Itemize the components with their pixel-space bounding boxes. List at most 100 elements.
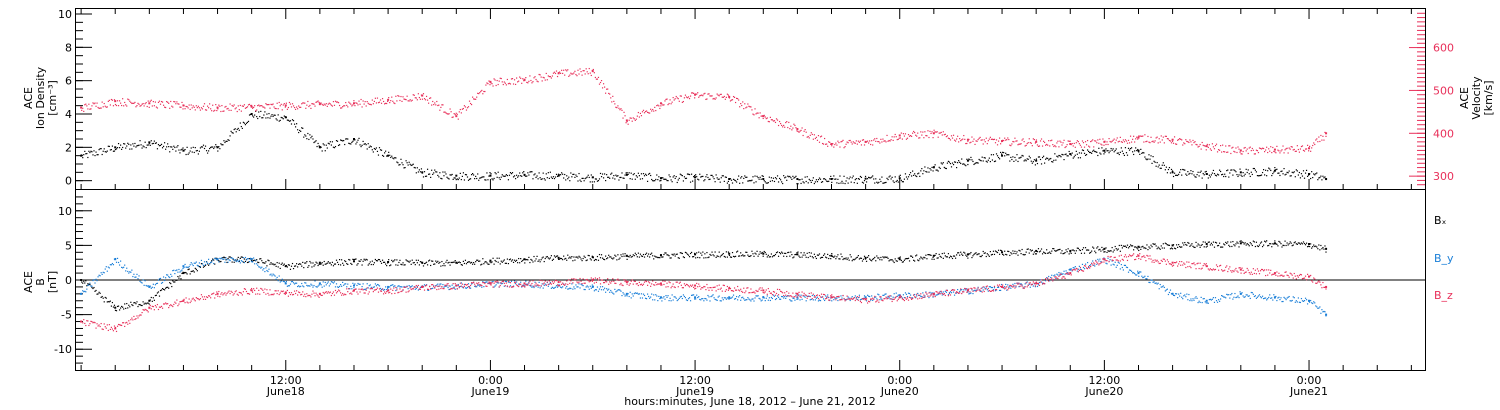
- density-series-sample-133: [217, 150, 219, 152]
- density-series-sample-574: [668, 174, 670, 176]
- bx-series-sample-617: [712, 254, 714, 256]
- bx-series-sample-917: [1019, 250, 1021, 252]
- velocity-series-sample-1114: [1221, 151, 1223, 153]
- by-series-sample-546: [639, 297, 642, 299]
- bx-series-sample-627: [722, 252, 724, 255]
- density-series-sample-580: [674, 177, 676, 180]
- by-series-sample-405: [495, 284, 497, 286]
- density-series-sample-1190: [1298, 171, 1300, 174]
- by-series-sample-891: [992, 289, 995, 291]
- bx-series-sample-994: [1098, 249, 1100, 251]
- by-series-sample-266: [353, 286, 355, 289]
- bx-series-sample-966: [1069, 251, 1071, 253]
- velocity-series-sample-857: [958, 141, 960, 143]
- by-series-sample-335: [423, 284, 426, 286]
- velocity-series-sample-225: [311, 103, 313, 105]
- density-series-sample-673: [769, 180, 771, 182]
- velocity-series-sample-968: [1071, 142, 1073, 145]
- velocity-series-sample-1085: [1191, 144, 1193, 146]
- velocity-series-sample-834: [934, 131, 936, 133]
- density-series-sample-966: [1069, 153, 1071, 155]
- by-series-sample-654: [750, 300, 752, 302]
- velocity-series-sample-1055: [1160, 135, 1162, 137]
- velocity-series-sample-575: [669, 99, 671, 101]
- velocity-series-sample-1209: [1318, 136, 1320, 138]
- velocity-series-sample-1042: [1147, 135, 1149, 138]
- velocity-series-sample-589: [683, 97, 686, 99]
- density-series-sample-25: [106, 150, 108, 152]
- density-series-sample-632: [727, 180, 730, 183]
- velocity-series-sample-827: [927, 130, 929, 132]
- density-series-sample-202: [287, 119, 290, 121]
- velocity-series-sample-764: [862, 139, 865, 141]
- velocity-series-sample-123: [206, 105, 209, 107]
- density-series-sample-944: [1047, 157, 1049, 160]
- by-series-sample-628: [723, 297, 725, 299]
- density-series-sample-412: [502, 175, 504, 177]
- bx-series-sample-141: [225, 259, 227, 261]
- by-series-sample-751: [849, 299, 851, 302]
- bx-series-sample-282: [369, 261, 371, 263]
- velocity-series-sample-799: [898, 137, 900, 139]
- density-series-sample-1003: [1107, 150, 1109, 152]
- bx-series-sample-623: [718, 251, 720, 253]
- density-series-sample-1034: [1139, 153, 1141, 155]
- by-series-sample-94: [177, 271, 179, 273]
- density-series-sample-621: [716, 177, 718, 179]
- density-series-sample-239: [325, 144, 327, 146]
- velocity-series-sample-447: [538, 73, 540, 76]
- bx-series-sample-826: [926, 258, 928, 260]
- by-series-sample-339: [428, 289, 430, 291]
- by-series-sample-262: [349, 288, 351, 290]
- density-series-sample-443: [534, 173, 536, 175]
- bx-series-sample-106: [189, 273, 191, 275]
- velocity-series-sample-638: [733, 96, 736, 98]
- density-series-sample-595: [689, 181, 692, 183]
- density-series-sample-2: [83, 154, 85, 156]
- velocity-series-sample-288: [375, 102, 378, 104]
- density-series-sample-984: [1088, 150, 1090, 153]
- velocity-series-sample-249: [335, 101, 338, 103]
- bx-series-sample-877: [978, 253, 980, 255]
- density-series-sample-265: [352, 140, 354, 142]
- velocity-series-sample-881: [982, 143, 984, 145]
- density-series-sample-398: [488, 175, 490, 177]
- velocity-series-sample-505: [597, 76, 600, 79]
- bx-series-sample-640: [736, 251, 738, 253]
- density-series-sample-475: [567, 178, 569, 180]
- x-tick-date-3: June20: [880, 385, 919, 398]
- bx-series-sample-643: [739, 255, 741, 257]
- density-series-sample-857: [958, 160, 960, 162]
- density-series-sample-1204: [1313, 173, 1315, 175]
- velocity-series-sample-494: [586, 71, 588, 73]
- density-series-sample-185: [270, 115, 272, 117]
- bx-series-sample-580: [674, 255, 676, 257]
- velocity-series-point-20: [762, 115, 765, 118]
- velocity-series-sample-511: [604, 86, 606, 88]
- bx-series-sample-1037: [1142, 245, 1144, 247]
- velocity-series-sample-228: [314, 105, 316, 107]
- bx-series-sample-100: [183, 272, 185, 274]
- by-series-sample-682: [778, 298, 781, 300]
- by-series-sample-164: [248, 260, 251, 263]
- bx-series-sample-259: [346, 263, 348, 265]
- density-series-sample-307: [395, 157, 397, 159]
- velocity-series-sample-751: [849, 139, 851, 142]
- velocity-series-sample-462: [553, 71, 556, 73]
- density-series-sample-868: [969, 159, 971, 161]
- density-series-sample-71: [153, 140, 155, 142]
- velocity-series-sample-528: [621, 109, 623, 111]
- density-series-sample-376: [465, 174, 468, 176]
- density-series-sample-559: [653, 180, 655, 182]
- by-series-sample-683: [780, 298, 782, 300]
- x-tick-date-2: June19: [675, 385, 714, 398]
- bx-series-sample-986: [1090, 251, 1092, 254]
- bx-series-sample-574: [668, 255, 670, 257]
- density-series-sample-120: [203, 147, 206, 150]
- bx-series-sample-1166: [1274, 240, 1276, 242]
- bx-series-sample-552: [645, 252, 648, 254]
- velocity-series-sample-1190: [1298, 151, 1300, 153]
- velocity-series-sample-868: [969, 142, 971, 144]
- velocity-series-sample-983: [1086, 139, 1089, 142]
- density-series-sample-502: [594, 178, 596, 180]
